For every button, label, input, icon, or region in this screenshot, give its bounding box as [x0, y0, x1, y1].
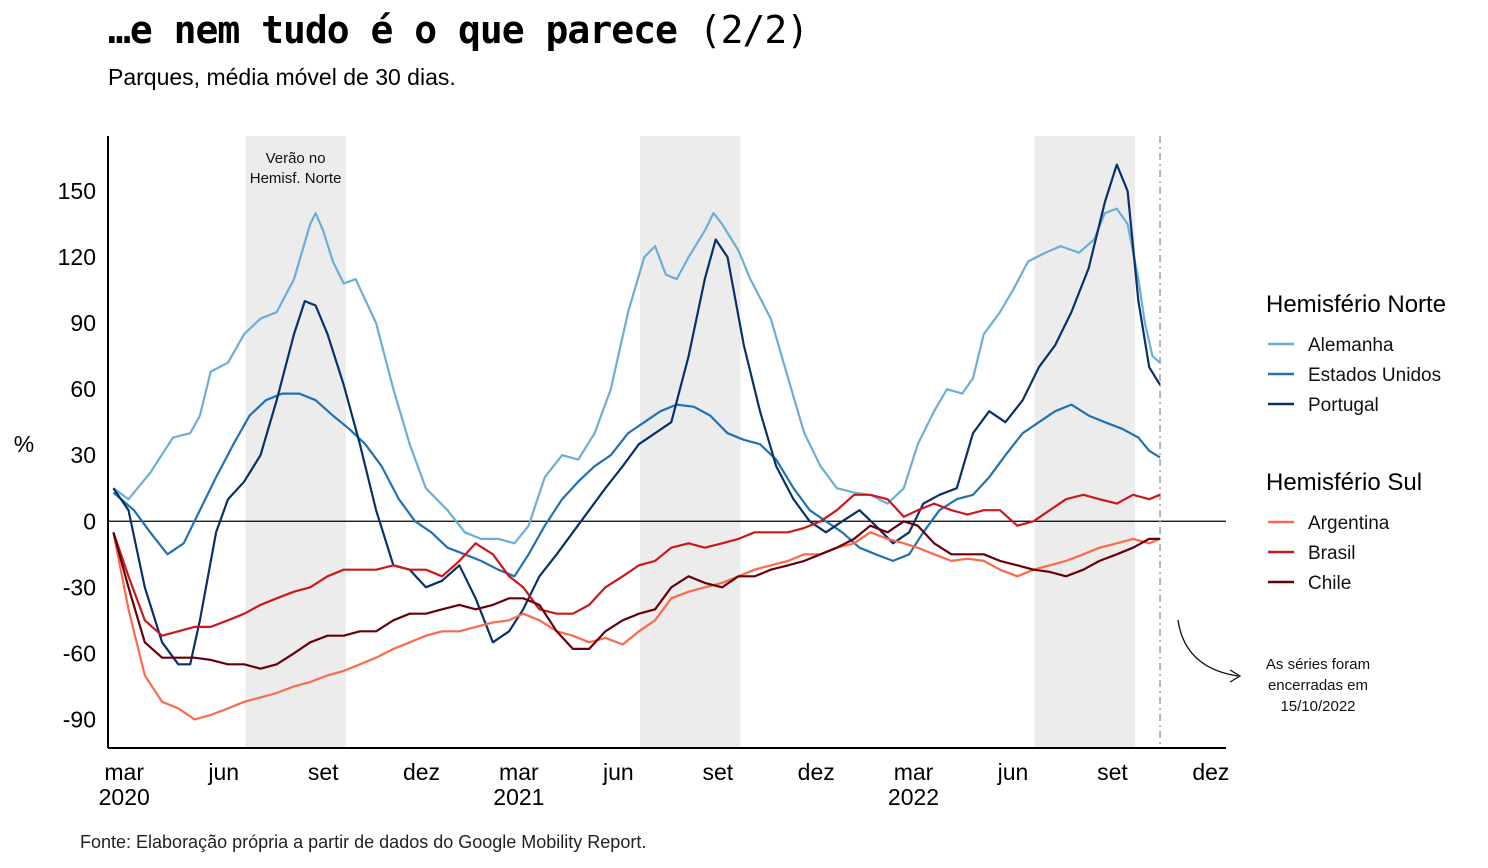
series-lines: [112, 163, 1161, 721]
legend-group-title: Hemisfério Norte: [1266, 291, 1446, 318]
series-line-alemanha: [112, 207, 1161, 545]
y-tick-label: 120: [58, 244, 96, 270]
end-annotation-line: As séries foram: [1266, 656, 1370, 673]
y-tick-label: 90: [70, 310, 96, 336]
x-tick-year-label: 2022: [888, 784, 939, 810]
legend: Hemisfério Norte Alemanha Estados Unidos Po…: [1266, 291, 1446, 594]
y-axis-label: %: [14, 431, 34, 457]
x-tick-label: dez: [1192, 759, 1229, 785]
legend-entry: Alemanha: [1308, 335, 1394, 356]
x-tick-label: mar: [894, 759, 934, 785]
x-tick-label: dez: [798, 759, 835, 785]
x-tick-label: set: [702, 759, 733, 785]
end-annotation-line: encerradas em: [1268, 677, 1368, 694]
chart-subtitle: Parques, média móvel de 30 dias.: [108, 64, 456, 90]
y-ticks: 150 120 90 60 30 0 -30 -60 -90: [58, 178, 96, 732]
y-tick-label: -30: [63, 574, 96, 600]
y-tick-label: -60: [63, 640, 96, 666]
x-tick-label: jun: [207, 759, 239, 785]
y-tick-label: 0: [83, 508, 96, 534]
x-tick-label: mar: [104, 759, 144, 785]
x-tick-label: set: [1097, 759, 1128, 785]
end-annotation: As séries foram encerradas em 15/10/2022: [1266, 656, 1370, 715]
legend-entry: Brasil: [1308, 543, 1356, 564]
annotation-arrow: [1177, 619, 1239, 677]
annotations: As séries foram encerradas em 15/10/2022: [1177, 619, 1370, 715]
shaded-period-1: [245, 136, 346, 748]
axes: [107, 136, 1226, 749]
x-tick-label: mar: [499, 759, 539, 785]
x-tick-year-label: 2021: [493, 784, 544, 810]
series-line-chile: [112, 520, 1160, 670]
x-tick-label: jun: [602, 759, 634, 785]
series-line-argentina: [112, 531, 1161, 721]
series-line-estados-unidos: [112, 392, 1161, 578]
y-tick-label: 60: [70, 376, 96, 402]
legend-entry: Chile: [1308, 573, 1351, 594]
shaded-period-3: [1034, 136, 1136, 748]
y-tick-label: -90: [63, 706, 96, 732]
shaded-period-label: Hemisf. Norte: [250, 170, 342, 187]
y-tick-label: 150: [58, 178, 96, 204]
x-tick-label: set: [308, 759, 339, 785]
y-tick-label: 30: [70, 442, 96, 468]
source-note: Fonte: Elaboração própria a partir de da…: [80, 832, 647, 852]
x-tick-year-label: 2020: [99, 784, 150, 810]
legend-entry: Portugal: [1308, 395, 1379, 416]
chart-title: …e nem tudo é o que parece (2/2): [108, 8, 809, 52]
shaded-period-label: Verão no: [266, 150, 326, 167]
x-tick-label: jun: [997, 759, 1029, 785]
annotation-arrow-head: [1229, 669, 1242, 683]
shaded-periods: Verão no Hemisf. Norte: [245, 136, 1136, 748]
series-line-portugal: [112, 163, 1161, 666]
chart-title-suffix: (2/2): [698, 8, 809, 52]
shaded-period-2: [639, 136, 741, 748]
series-line-brasil: [112, 493, 1161, 637]
legend-entry: Argentina: [1308, 513, 1390, 534]
legend-group-title: Hemisfério Sul: [1266, 469, 1422, 496]
x-tick-label: dez: [403, 759, 440, 785]
legend-entry: Estados Unidos: [1308, 365, 1441, 386]
end-annotation-line: 15/10/2022: [1280, 698, 1355, 715]
